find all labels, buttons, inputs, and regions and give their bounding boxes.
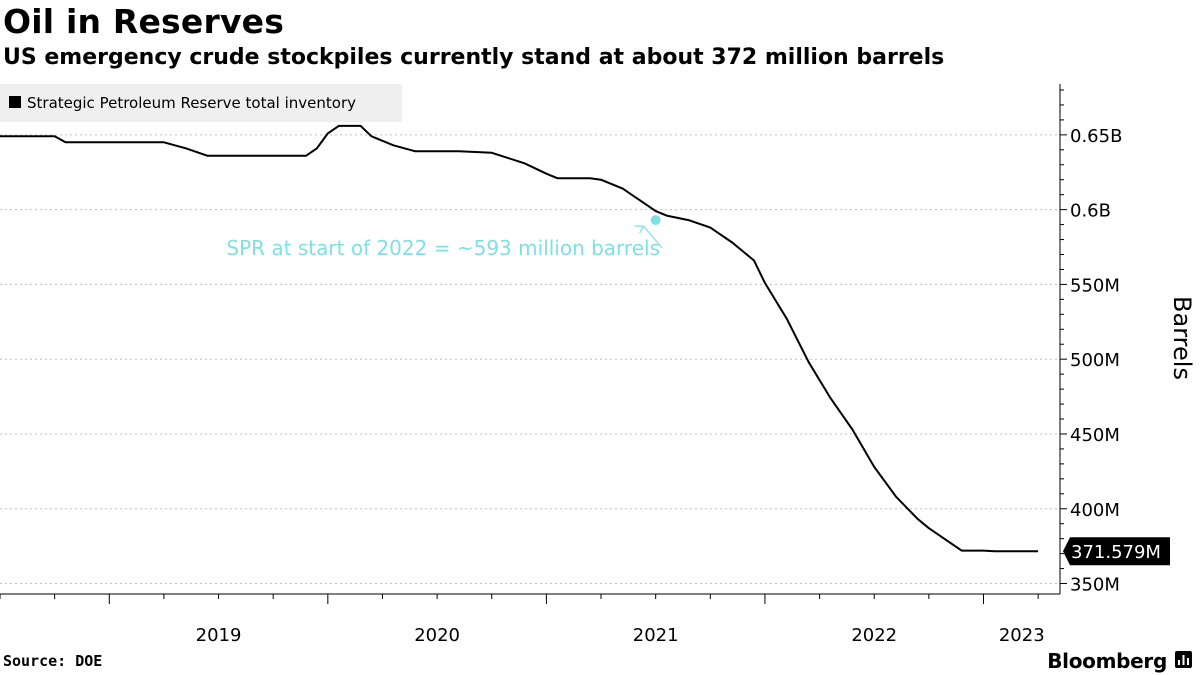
legend-swatch bbox=[9, 96, 21, 108]
bloomberg-terminal-icon bbox=[1175, 651, 1192, 668]
legend-box bbox=[0, 84, 402, 122]
y-axis-label: Barrels bbox=[1168, 296, 1196, 380]
brand-logo-text: Bloomberg bbox=[1047, 649, 1167, 673]
grid-layer bbox=[0, 134, 1060, 585]
source-note: Source: DOE bbox=[3, 652, 103, 670]
y-tick-label: 500M bbox=[1070, 350, 1120, 371]
x-tick-label: 2021 bbox=[633, 625, 679, 646]
last-value-flag bbox=[1063, 537, 1170, 566]
annotation-layer: SPR at start of 2022 = ~593 million barr… bbox=[226, 215, 1170, 566]
series-line-spr bbox=[0, 124, 1039, 553]
annotation-arrowhead bbox=[634, 225, 645, 234]
legend: Strategic Petroleum Reserve total invent… bbox=[0, 84, 402, 122]
annotation-label: SPR at start of 2022 = ~593 million barr… bbox=[226, 236, 660, 260]
y-tick-label: 0.6B bbox=[1070, 201, 1111, 222]
last-value-label: 371.579M bbox=[1071, 542, 1161, 563]
axis-layer: 350M 400M 450M 500M 550M 0.6B 0.65B 2019 2020 202… bbox=[0, 84, 1122, 646]
series-layer bbox=[0, 124, 1039, 553]
chart-title: Oil in Reserves bbox=[3, 2, 285, 41]
y-tick-label: 550M bbox=[1070, 275, 1120, 296]
y-tick-label: 350M bbox=[1070, 575, 1120, 596]
x-tick-label: 2023 bbox=[999, 625, 1045, 646]
y-tick-label: 0.65B bbox=[1070, 126, 1122, 147]
chart-subtitle: US emergency crude stockpiles currently … bbox=[3, 45, 945, 70]
x-tick-label: 2019 bbox=[196, 625, 242, 646]
annotation-leader bbox=[643, 225, 663, 249]
y-tick-label: 400M bbox=[1070, 500, 1120, 521]
x-tick-label: 2020 bbox=[414, 625, 460, 646]
legend-label: Strategic Petroleum Reserve total invent… bbox=[27, 94, 356, 112]
x-tick-label: 2022 bbox=[851, 625, 897, 646]
y-tick-label: 450M bbox=[1070, 425, 1120, 446]
annotation-marker bbox=[650, 215, 661, 226]
